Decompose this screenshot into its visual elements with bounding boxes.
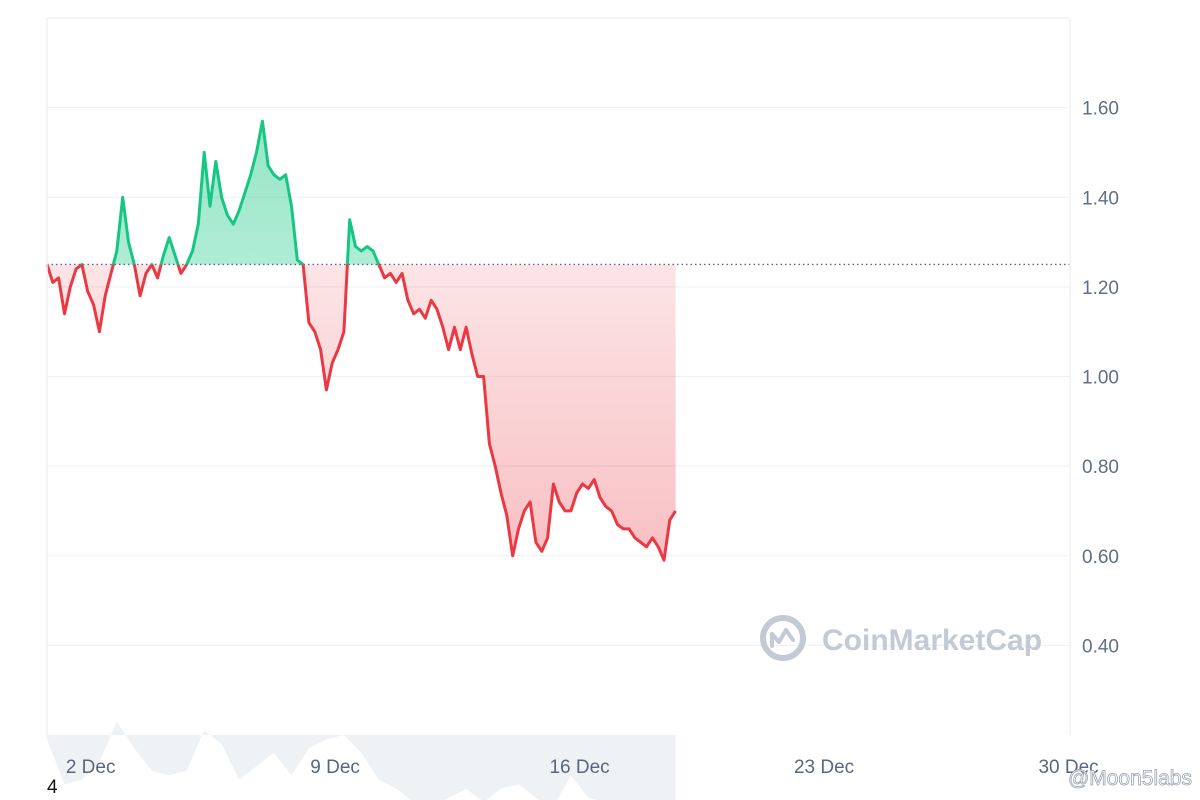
price-line	[45, 119, 677, 562]
coinmarketcap-watermark: CoinMarketCap	[760, 615, 1042, 661]
x-tick-label: 23 Dec	[794, 757, 854, 778]
price-line-down	[45, 264, 677, 562]
coinmarketcap-logo-icon	[760, 615, 806, 661]
y-tick-label: 1.00	[1082, 368, 1119, 389]
source-credit: @Moon5labs	[1068, 767, 1192, 790]
x-tick-label: 16 Dec	[549, 757, 609, 778]
price-area	[47, 121, 676, 561]
y-tick-label: 1.20	[1082, 278, 1119, 299]
y-tick-label: 0.60	[1082, 547, 1119, 568]
y-axis: 0.40 0.60 0.80 1.00 1.20 1.40 1.60	[1082, 99, 1119, 658]
x-tick-label: 2 Dec	[66, 757, 116, 778]
plot-frame	[46, 17, 1071, 735]
price-area-below	[47, 264, 676, 561]
y-tick-label: 0.80	[1082, 457, 1119, 478]
watermark-text: CoinMarketCap	[822, 624, 1042, 657]
volume-area	[47, 721, 676, 800]
page-number: 4	[47, 777, 58, 798]
price-line-up	[47, 119, 381, 265]
volume-series	[47, 721, 676, 800]
y-tick-label: 0.40	[1082, 636, 1119, 657]
y-tick-label: 1.40	[1082, 188, 1119, 209]
x-tick-label: 30 Dec	[1038, 757, 1098, 778]
y-tick-label: 1.60	[1082, 99, 1119, 120]
x-axis: 2 Dec 9 Dec 16 Dec 23 Dec 30 Dec	[66, 757, 1099, 778]
x-tick-label: 9 Dec	[310, 757, 360, 778]
